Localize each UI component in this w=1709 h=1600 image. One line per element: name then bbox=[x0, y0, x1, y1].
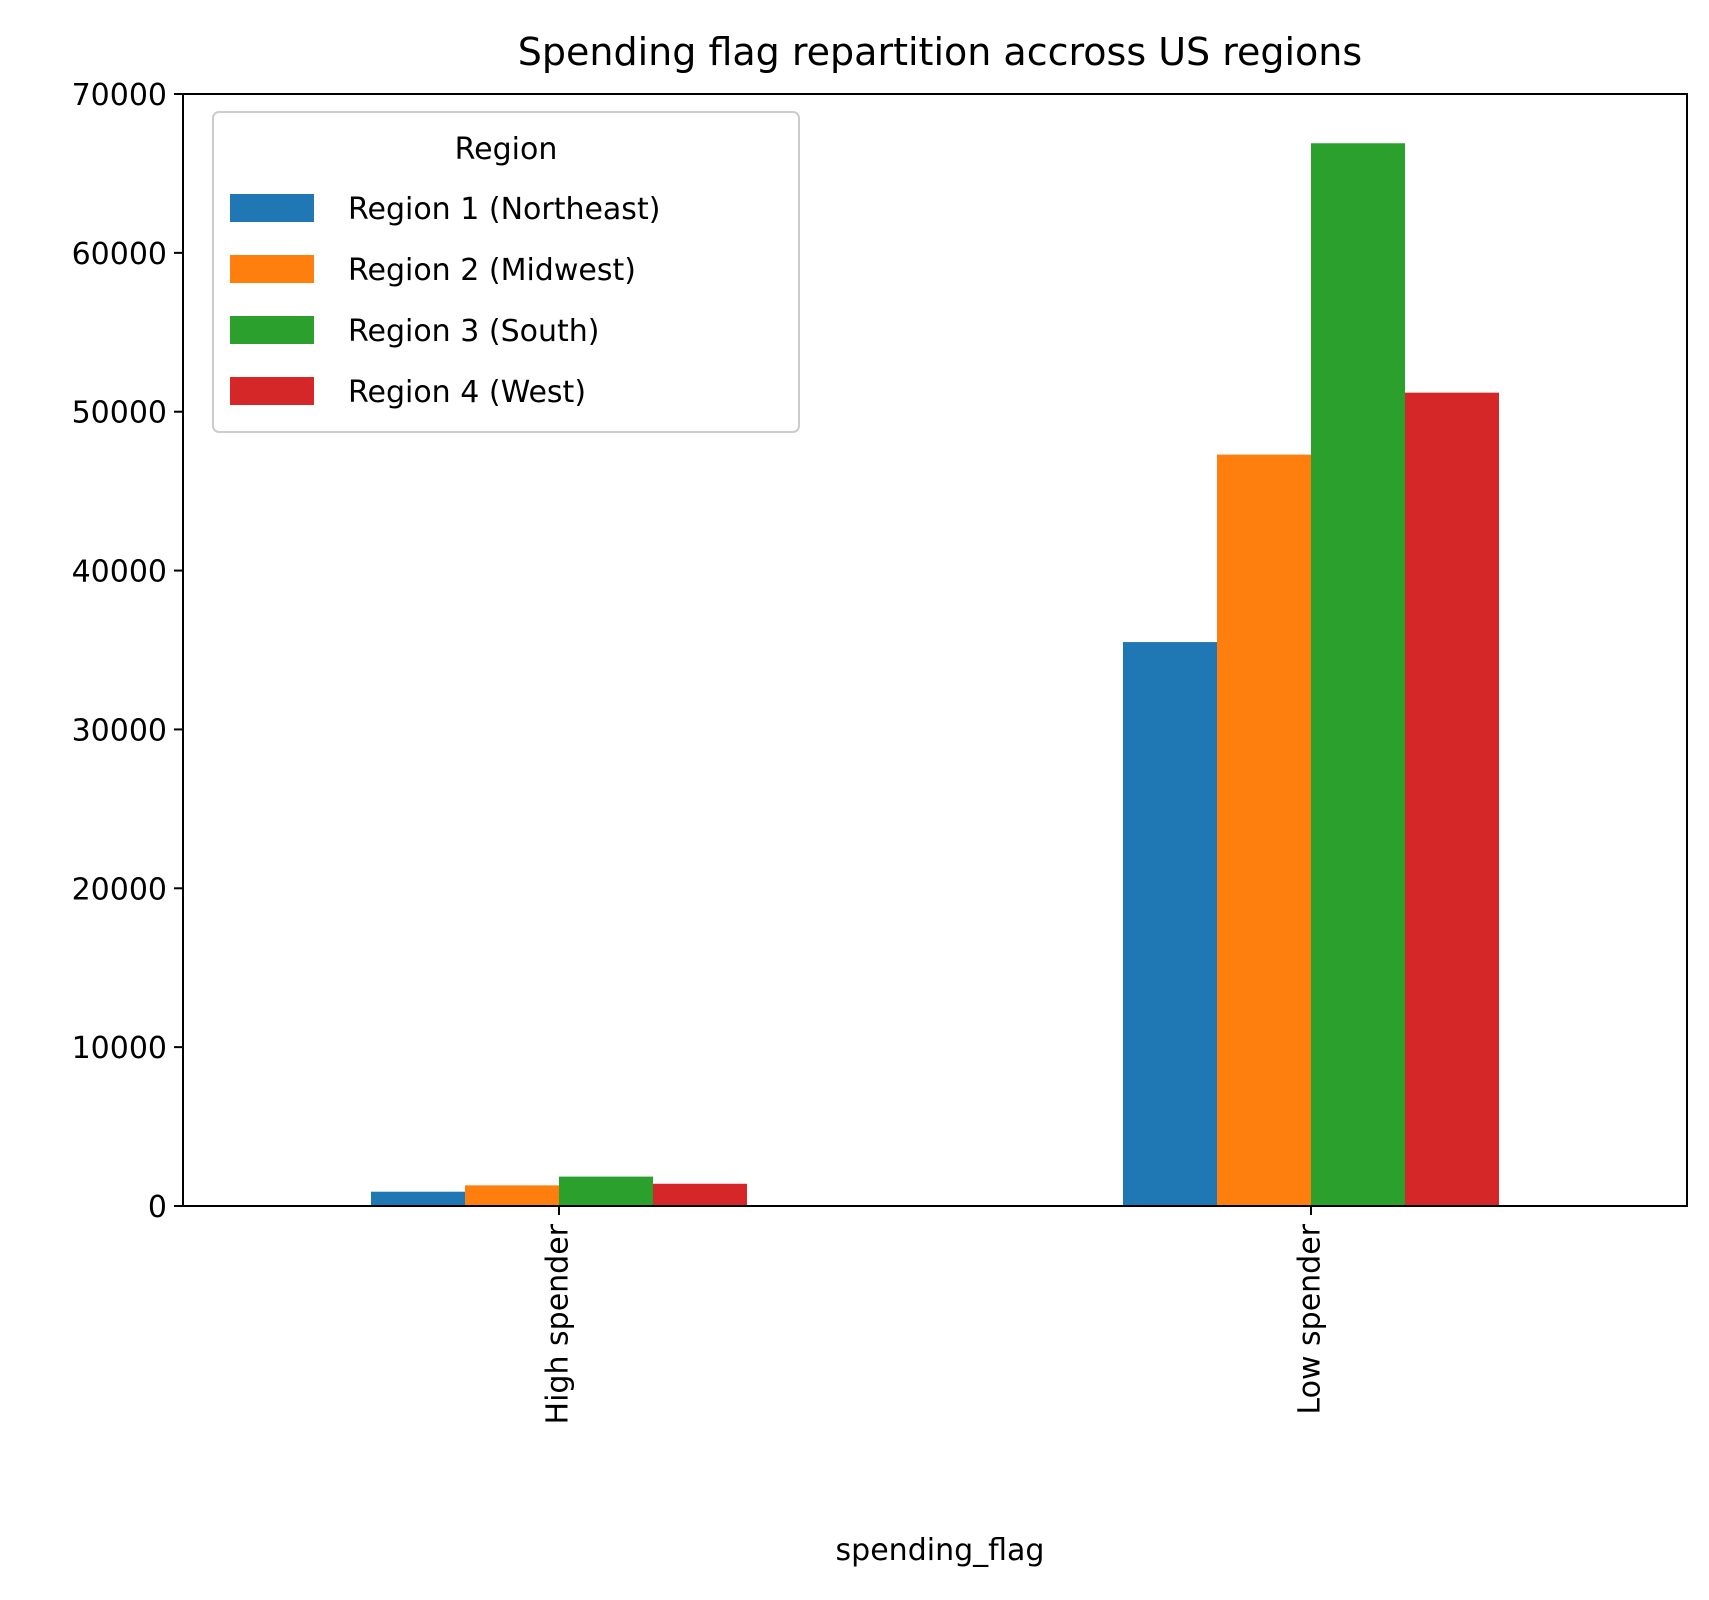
legend-item: Region 4 (West) bbox=[230, 375, 586, 410]
legend-swatch bbox=[230, 194, 314, 222]
legend-item: Region 3 (South) bbox=[230, 314, 599, 349]
legend-swatch bbox=[230, 377, 314, 405]
y-tick-label: 0 bbox=[148, 1190, 167, 1225]
bar bbox=[559, 1176, 653, 1206]
bar bbox=[371, 1191, 465, 1206]
bar bbox=[1405, 392, 1499, 1206]
plot-frame bbox=[182, 93, 1688, 1207]
legend-item: Region 1 (Northeast) bbox=[230, 192, 660, 227]
legend: Region Region 1 (Northeast) Region 2 (Midw… bbox=[212, 111, 800, 433]
y-tick-label: 40000 bbox=[72, 555, 167, 590]
y-tick-label: 50000 bbox=[72, 396, 167, 431]
x-tick-label: Low spender bbox=[1293, 1223, 1328, 1414]
bar bbox=[1123, 642, 1217, 1206]
y-tick-label: 30000 bbox=[72, 713, 167, 748]
y-axis: 0 10000 20000 30000 40000 50000 60000 70000 bbox=[72, 78, 183, 1225]
legend-swatch bbox=[230, 255, 314, 283]
y-tick-label: 10000 bbox=[72, 1031, 167, 1066]
bar bbox=[653, 1183, 747, 1206]
x-axis: High spender Low spender bbox=[541, 1206, 1328, 1424]
legend-label: Region 1 (Northeast) bbox=[348, 192, 660, 227]
bar bbox=[465, 1185, 559, 1206]
chart-title: Spending flag repartition accross US reg… bbox=[518, 30, 1362, 74]
y-tick-label: 20000 bbox=[72, 872, 167, 907]
bar bbox=[1311, 143, 1405, 1206]
legend-title: Region bbox=[455, 132, 558, 167]
y-tick-label: 70000 bbox=[72, 78, 167, 113]
bar-series bbox=[559, 143, 1405, 1206]
y-tick-label: 60000 bbox=[72, 237, 167, 272]
bar bbox=[1217, 454, 1311, 1206]
legend-item: Region 2 (Midwest) bbox=[230, 253, 636, 288]
legend-label: Region 2 (Midwest) bbox=[348, 253, 636, 288]
x-axis-label: spending_flag bbox=[836, 1533, 1045, 1568]
legend-swatch bbox=[230, 316, 314, 344]
bar-series bbox=[653, 392, 1499, 1206]
x-tick-label: High spender bbox=[541, 1223, 576, 1424]
legend-label: Region 3 (South) bbox=[348, 314, 599, 349]
legend-label: Region 4 (West) bbox=[348, 375, 586, 410]
bar-series bbox=[371, 642, 1217, 1206]
legend-box bbox=[212, 111, 800, 433]
plot-area: 0 10000 20000 30000 40000 50000 60000 70000 High… bbox=[72, 78, 1688, 1424]
bar-series bbox=[465, 454, 1311, 1206]
